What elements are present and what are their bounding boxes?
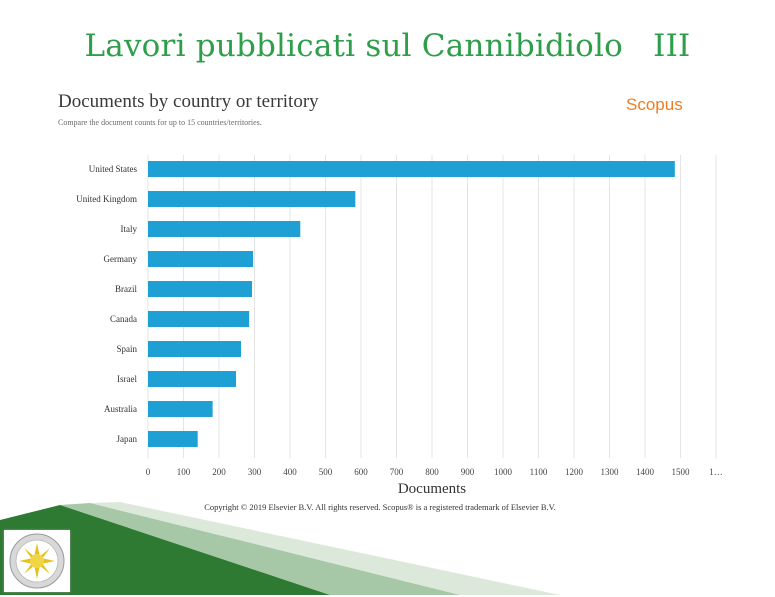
university-logo [4, 530, 70, 592]
bar [148, 341, 242, 357]
x-tick-label: 500 [319, 467, 333, 477]
x-tick-label: 1500 [672, 467, 691, 477]
bar [148, 221, 301, 237]
y-category-label: Brazil [115, 284, 137, 294]
bar [148, 401, 213, 417]
y-category-label: United States [89, 164, 138, 174]
x-tick-label: 400 [283, 467, 297, 477]
x-tick-label: 800 [425, 467, 439, 477]
bar [148, 191, 356, 207]
decorative-swoosh-light [60, 503, 460, 595]
y-category-label: Spain [116, 344, 137, 354]
x-tick-label: 1300 [601, 467, 620, 477]
copyright-notice: Copyright © 2019 Elsevier B.V. All right… [204, 502, 556, 512]
x-tick-label: 900 [461, 467, 475, 477]
bar [148, 431, 198, 447]
x-tick-label: 1400 [636, 467, 655, 477]
y-category-label: Australia [104, 404, 137, 414]
y-category-label: Germany [104, 254, 138, 264]
x-tick-label: 1000 [494, 467, 513, 477]
x-tick-label: 600 [354, 467, 368, 477]
bar [148, 281, 253, 297]
x-axis-title: Documents [398, 481, 466, 497]
x-tick-label: 1200 [565, 467, 584, 477]
x-tick-label: 700 [390, 467, 404, 477]
x-tick-label: 100 [177, 467, 191, 477]
scopus-brand: Scopus [626, 95, 683, 114]
decorative-swoosh-dark [0, 505, 330, 595]
x-tick-label: 0 [146, 467, 151, 477]
x-tick-label: 1… [709, 467, 723, 477]
x-tick-label: 200 [212, 467, 226, 477]
bar [148, 371, 237, 387]
y-category-label: Italy [121, 224, 138, 234]
y-category-label: Canada [110, 314, 137, 324]
bar [148, 251, 254, 267]
x-tick-label: 1100 [530, 467, 548, 477]
chart-heading: Documents by country or territory [58, 91, 319, 112]
x-tick-label: 300 [248, 467, 262, 477]
bar [148, 161, 675, 177]
slide-title: Lavori pubblicati sul Cannibidiolo III [84, 28, 691, 64]
decorative-swoosh-faint [90, 502, 560, 595]
chart-subheading: Compare the document counts for up to 15… [58, 118, 262, 127]
y-category-label: United Kingdom [76, 194, 137, 204]
y-category-label: Israel [117, 374, 137, 384]
bar [148, 311, 250, 327]
y-category-label: Japan [117, 434, 138, 444]
